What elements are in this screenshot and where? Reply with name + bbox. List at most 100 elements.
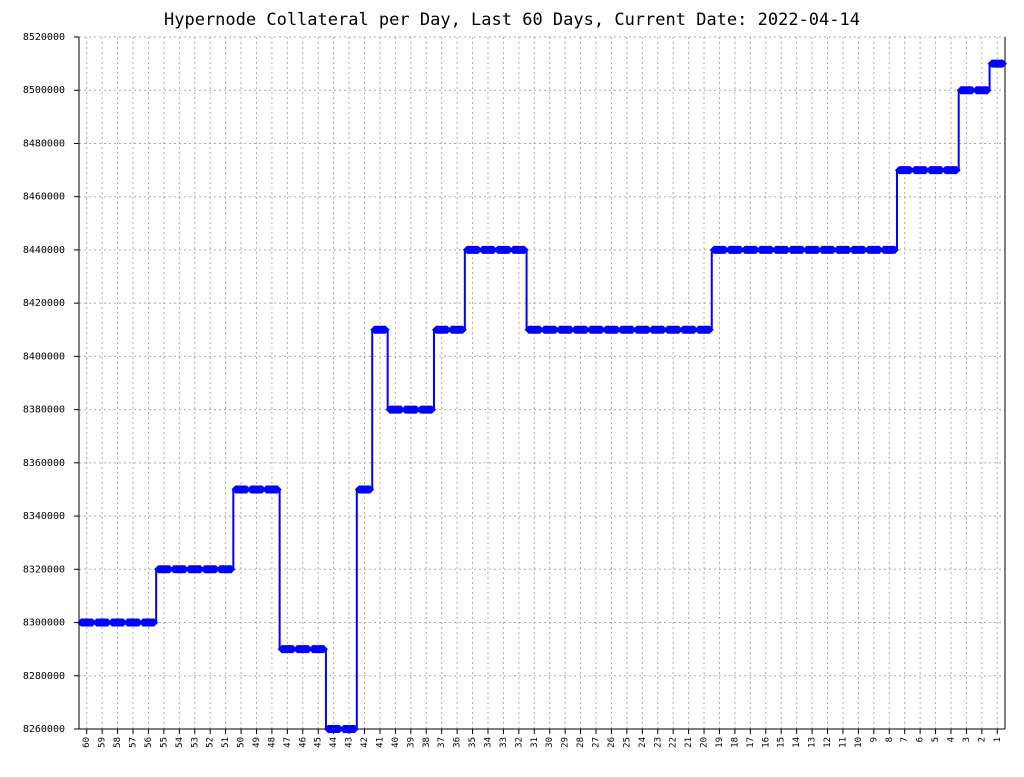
x-tick-label: 11 [838,737,848,748]
step-segment [169,565,190,574]
x-tick-label: 25 [622,737,632,748]
step-segment [277,645,298,654]
x-tick-label: 27 [592,737,602,748]
y-tick-label: 8360000 [23,458,65,469]
x-tick-label: 45 [314,737,324,748]
x-tick-label: 29 [561,737,571,748]
x-tick-label: 18 [730,737,740,748]
step-segment [323,725,344,733]
x-tick-label: 49 [252,737,262,748]
step-segment [509,245,529,254]
x-tick-label: 5 [931,737,941,742]
step-segment [570,325,591,334]
step-segment [972,86,992,95]
x-tick-label: 8 [885,737,895,742]
x-tick-label: 33 [499,737,509,748]
step-segment [215,565,236,574]
x-tick-label: 20 [700,737,710,748]
x-tick-label: 7 [900,737,910,742]
step-segment [493,245,514,254]
y-tick-label: 8440000 [23,245,65,256]
step-segment [447,325,467,334]
step-segment [894,166,915,175]
y-tick-label: 8320000 [23,564,65,575]
y-tick-label: 8340000 [23,511,65,522]
step-segment [293,645,313,654]
step-segment [524,325,544,334]
step-segment [107,618,128,627]
step-segment [740,245,761,254]
x-tick-label: 12 [823,737,833,748]
x-tick-label: 36 [453,737,463,748]
y-tick-label: 8420000 [23,298,65,309]
x-tick-label: 43 [345,737,355,748]
step-segment [864,245,884,254]
step-segment [648,325,668,334]
step-segment [617,325,637,334]
x-tick-label: 51 [221,737,231,748]
step-segment [632,325,653,334]
x-tick-label: 9 [869,737,879,742]
step-segment [833,245,853,254]
x-tick-label: 17 [746,737,756,748]
step-segment [586,325,606,334]
step-segment [339,725,359,733]
x-tick-label: 23 [653,737,663,748]
x-tick-label: 58 [113,737,123,748]
x-tick-label: 38 [422,737,432,748]
step-segment [817,245,838,254]
x-tick-label: 32 [514,737,524,748]
step-segment [154,565,174,574]
x-tick-label: 13 [808,737,818,748]
step-segment [802,245,822,254]
x-tick-label: 24 [638,737,648,748]
x-tick-label: 21 [684,737,694,748]
x-tick-label: 16 [761,737,771,748]
step-segment [956,86,977,95]
step-segment [848,245,869,254]
x-tick-label: 15 [777,737,787,748]
y-tick-label: 8460000 [23,192,65,203]
step-segment [385,405,406,414]
step-segment [540,325,560,334]
x-tick-label: 46 [298,737,308,748]
x-tick-label: 56 [144,737,154,748]
step-segment [185,565,205,574]
step-segment [416,405,436,414]
y-tick-label: 8480000 [23,138,65,149]
step-segment [354,485,375,494]
x-tick-label: 39 [406,737,416,748]
step-segment [77,618,97,627]
step-segment [678,325,699,334]
x-tick-label: 35 [468,737,478,748]
step-segment [663,325,683,334]
x-tick-label: 52 [206,737,216,748]
step-segment [401,405,421,414]
chart-title: Hypernode Collateral per Day, Last 60 Da… [164,10,860,30]
step-segment [431,325,452,334]
step-segment [601,325,622,334]
x-tick-label: 54 [175,737,185,748]
x-tick-label: 4 [946,737,956,742]
y-tick-label: 8260000 [23,724,65,735]
step-segment [246,485,267,494]
step-segment [771,245,791,254]
x-tick-label: 48 [267,737,277,748]
y-tick-label: 8520000 [23,32,65,43]
step-segment [987,59,1007,68]
step-segment [725,245,745,254]
step-segment [910,166,930,175]
step-segment [478,245,498,254]
step-segment [462,245,483,254]
step-segment [879,245,899,254]
step-segment [709,245,730,254]
x-tick-label: 57 [129,737,139,748]
step-segment [925,166,946,175]
step-segment [231,485,251,494]
step-segment [694,325,714,334]
x-tick-label: 10 [854,737,864,748]
step-segment [555,325,575,334]
x-tick-label: 53 [190,737,200,748]
x-tick-label: 47 [283,737,293,748]
